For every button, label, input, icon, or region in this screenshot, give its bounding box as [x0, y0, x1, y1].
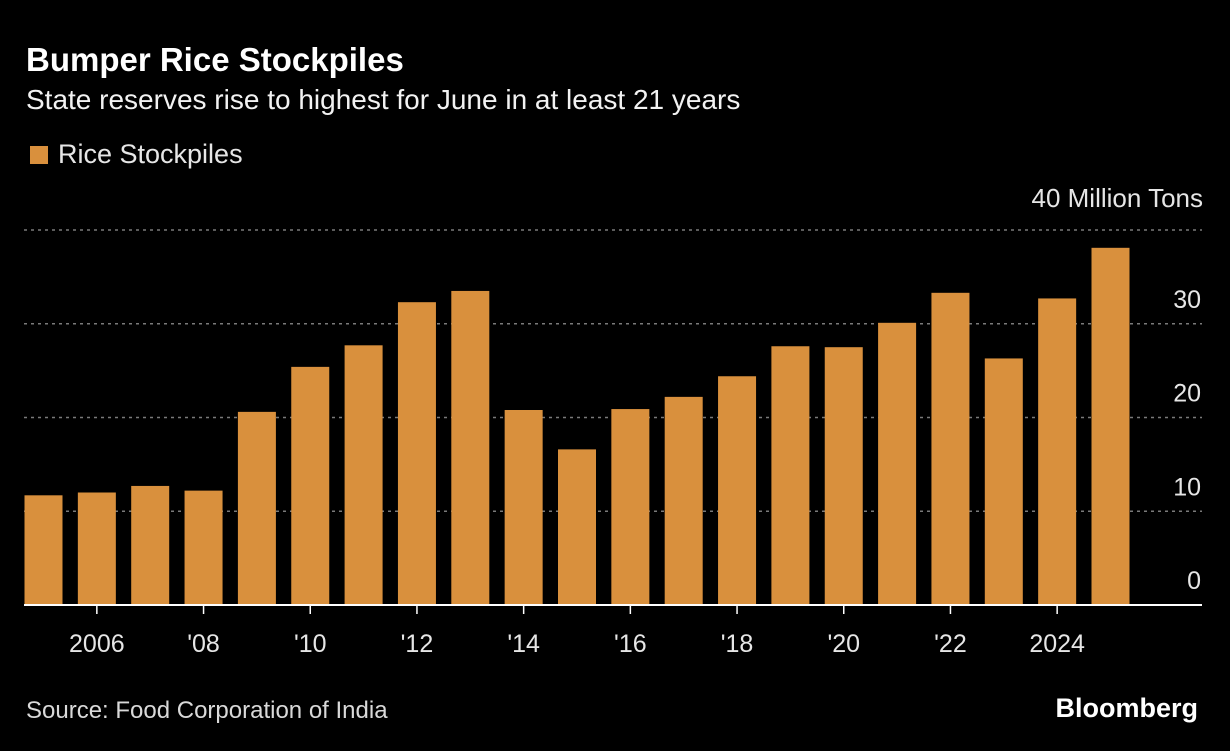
bar-2005 [24, 495, 63, 605]
bar-2016 [611, 409, 650, 605]
legend-swatch [30, 145, 48, 164]
bar-2006 [77, 492, 116, 605]
x-tick-label: '22 [934, 630, 967, 658]
bar-2010 [291, 366, 330, 605]
bar-2013 [451, 290, 490, 605]
bar-2024 [1038, 298, 1077, 605]
legend: Rice Stockpiles [30, 139, 243, 170]
x-tick-label: '16 [614, 630, 647, 658]
source-note: Source: Food Corporation of India [26, 697, 388, 724]
bloomberg-logo: Bloomberg [1055, 693, 1198, 723]
bar-2018 [718, 376, 757, 605]
y-tick-label: 30 [1173, 286, 1201, 314]
bar-2014 [504, 410, 543, 605]
bar-2015 [558, 449, 596, 605]
y-axis-unit-label: 40 Million Tons [1031, 183, 1203, 213]
x-tick-label: '10 [294, 630, 327, 658]
bar-2012 [397, 302, 436, 605]
chart-subtitle: State reserves rise to highest for June … [26, 84, 741, 115]
x-tick-label: 2024 [1029, 630, 1085, 658]
bar-2020 [824, 347, 863, 605]
bar-2023 [984, 358, 1023, 605]
x-tick-label: '08 [187, 630, 220, 658]
x-tick-label: '14 [507, 630, 540, 658]
x-tick-label: '18 [721, 630, 754, 658]
legend-label: Rice Stockpiles [58, 139, 243, 169]
y-tick-label: 10 [1173, 473, 1201, 501]
chart-title: Bumper Rice Stockpiles [26, 41, 404, 78]
bar-2008 [184, 490, 223, 605]
bar-2021 [878, 322, 917, 605]
bar-2025 [1091, 247, 1130, 605]
bar-2011 [344, 345, 383, 605]
bar-2007 [131, 485, 170, 605]
x-tick-label: 2006 [69, 630, 125, 658]
bar-2019 [771, 346, 810, 605]
y-tick-label: 0 [1187, 567, 1201, 595]
y-tick-label: 20 [1173, 380, 1201, 408]
x-tick-label: '12 [401, 630, 434, 658]
x-tick-label: '20 [827, 630, 860, 658]
bar-2017 [664, 396, 703, 605]
bar-2009 [237, 411, 276, 605]
bar-2022 [931, 292, 970, 605]
